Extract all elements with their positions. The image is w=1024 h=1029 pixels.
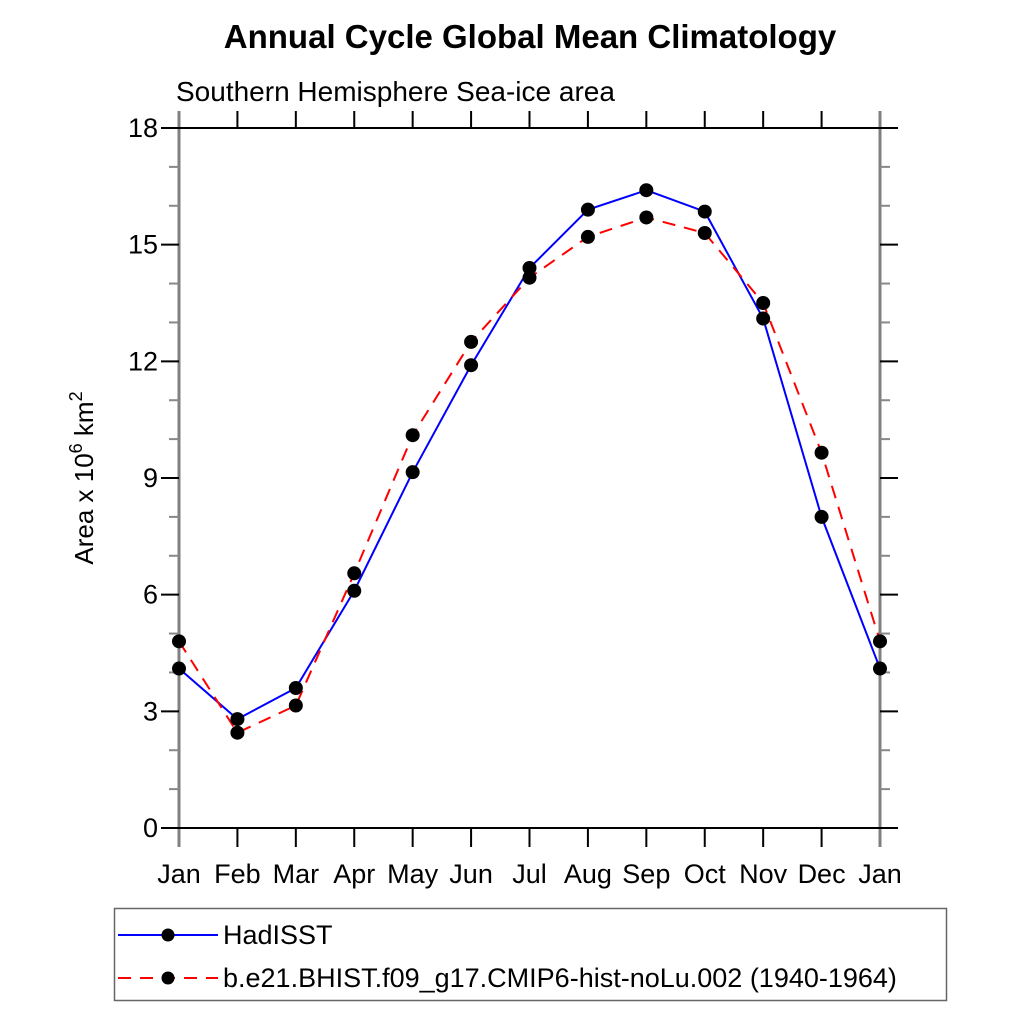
data-point-marker (814, 445, 829, 460)
x-tick-label: Nov (739, 859, 788, 889)
data-point-marker (756, 296, 771, 310)
x-tick-label: Jan (858, 859, 902, 889)
y-tick-label: 18 (128, 113, 158, 143)
y-tick-label: 6 (143, 580, 158, 610)
data-point-marker (172, 634, 186, 649)
x-tick-label: Apr (333, 859, 375, 889)
x-tick-label: May (387, 859, 439, 889)
legend-box (113, 907, 948, 1002)
data-point-marker (639, 210, 654, 225)
data-point-marker (756, 311, 771, 326)
legend-label-model-run: b.e21.BHIST.f09_g17.CMIP6-hist-noLu.002 … (223, 963, 897, 993)
y-axis-title-unit: km (69, 401, 99, 443)
x-tick-label: Dec (798, 859, 846, 889)
data-point-marker (522, 270, 537, 285)
legend-label-hadisst: HadISST (223, 920, 333, 950)
legend-item-model-run: b.e21.BHIST.f09_g17.CMIP6-hist-noLu.002 … (118, 963, 897, 993)
data-point-marker (697, 226, 712, 240)
y-tick-label: 0 (143, 813, 158, 843)
x-tick-label: Jul (512, 859, 547, 889)
data-point-marker (405, 465, 420, 480)
data-point-marker (580, 202, 595, 217)
legend: HadISST b.e21.BHIST.f09_g17.CMIP6-hist-n… (113, 907, 948, 1002)
y-tick-label: 9 (143, 463, 158, 493)
data-point-marker (230, 712, 245, 727)
x-tick-label: Aug (564, 859, 612, 889)
data-point-marker (347, 583, 362, 598)
legend-marker-dot-icon (161, 928, 175, 942)
data-point-marker (639, 183, 654, 198)
legend-marker-dot-icon (161, 971, 175, 985)
data-point-marker (464, 334, 479, 349)
x-tick-label: Mar (273, 859, 320, 889)
data-point-marker (873, 634, 887, 649)
chart-subtitle: Southern Hemisphere Sea-ice area (176, 76, 615, 107)
y-axis-title: Area x 106 km2 (66, 391, 99, 564)
data-point-marker (464, 358, 479, 373)
data-point-marker (522, 261, 537, 275)
legend-item-hadisst: HadISST (118, 920, 333, 950)
data-point-marker (814, 509, 829, 524)
x-tick-label: Feb (214, 859, 261, 889)
y-tick-label: 3 (143, 696, 158, 726)
data-point-marker (172, 661, 186, 676)
chart-title: Annual Cycle Global Mean Climatology (224, 18, 837, 55)
data-point-marker (288, 698, 303, 713)
series-line (178, 216, 881, 734)
data-point-marker (580, 229, 595, 244)
data-point-marker (873, 661, 887, 676)
data-point-marker (347, 566, 362, 581)
data-point-marker (288, 681, 303, 695)
x-tick-label: Sep (622, 859, 670, 889)
y-axis-title-superscript: 6 (66, 443, 86, 453)
x-tick-label: Jun (449, 859, 493, 889)
data-series-lines-and-markers (172, 183, 887, 740)
y-axis-title-unit-superscript: 2 (66, 391, 86, 401)
x-tick-label: Oct (684, 859, 727, 889)
y-tick-label: 12 (128, 346, 158, 376)
y-tick-label: 15 (128, 230, 158, 260)
x-tick-label: Jan (157, 859, 201, 889)
data-point-marker (697, 204, 712, 219)
data-point-marker (405, 428, 420, 443)
y-axis-title-base: Area x 10 (69, 453, 99, 564)
axes-frame-and-ticks: Jan Feb Mar Apr May Jun Jul Aug Sep Oct Nov Dec Jan 0… (128, 111, 902, 889)
data-point-marker (230, 725, 245, 740)
